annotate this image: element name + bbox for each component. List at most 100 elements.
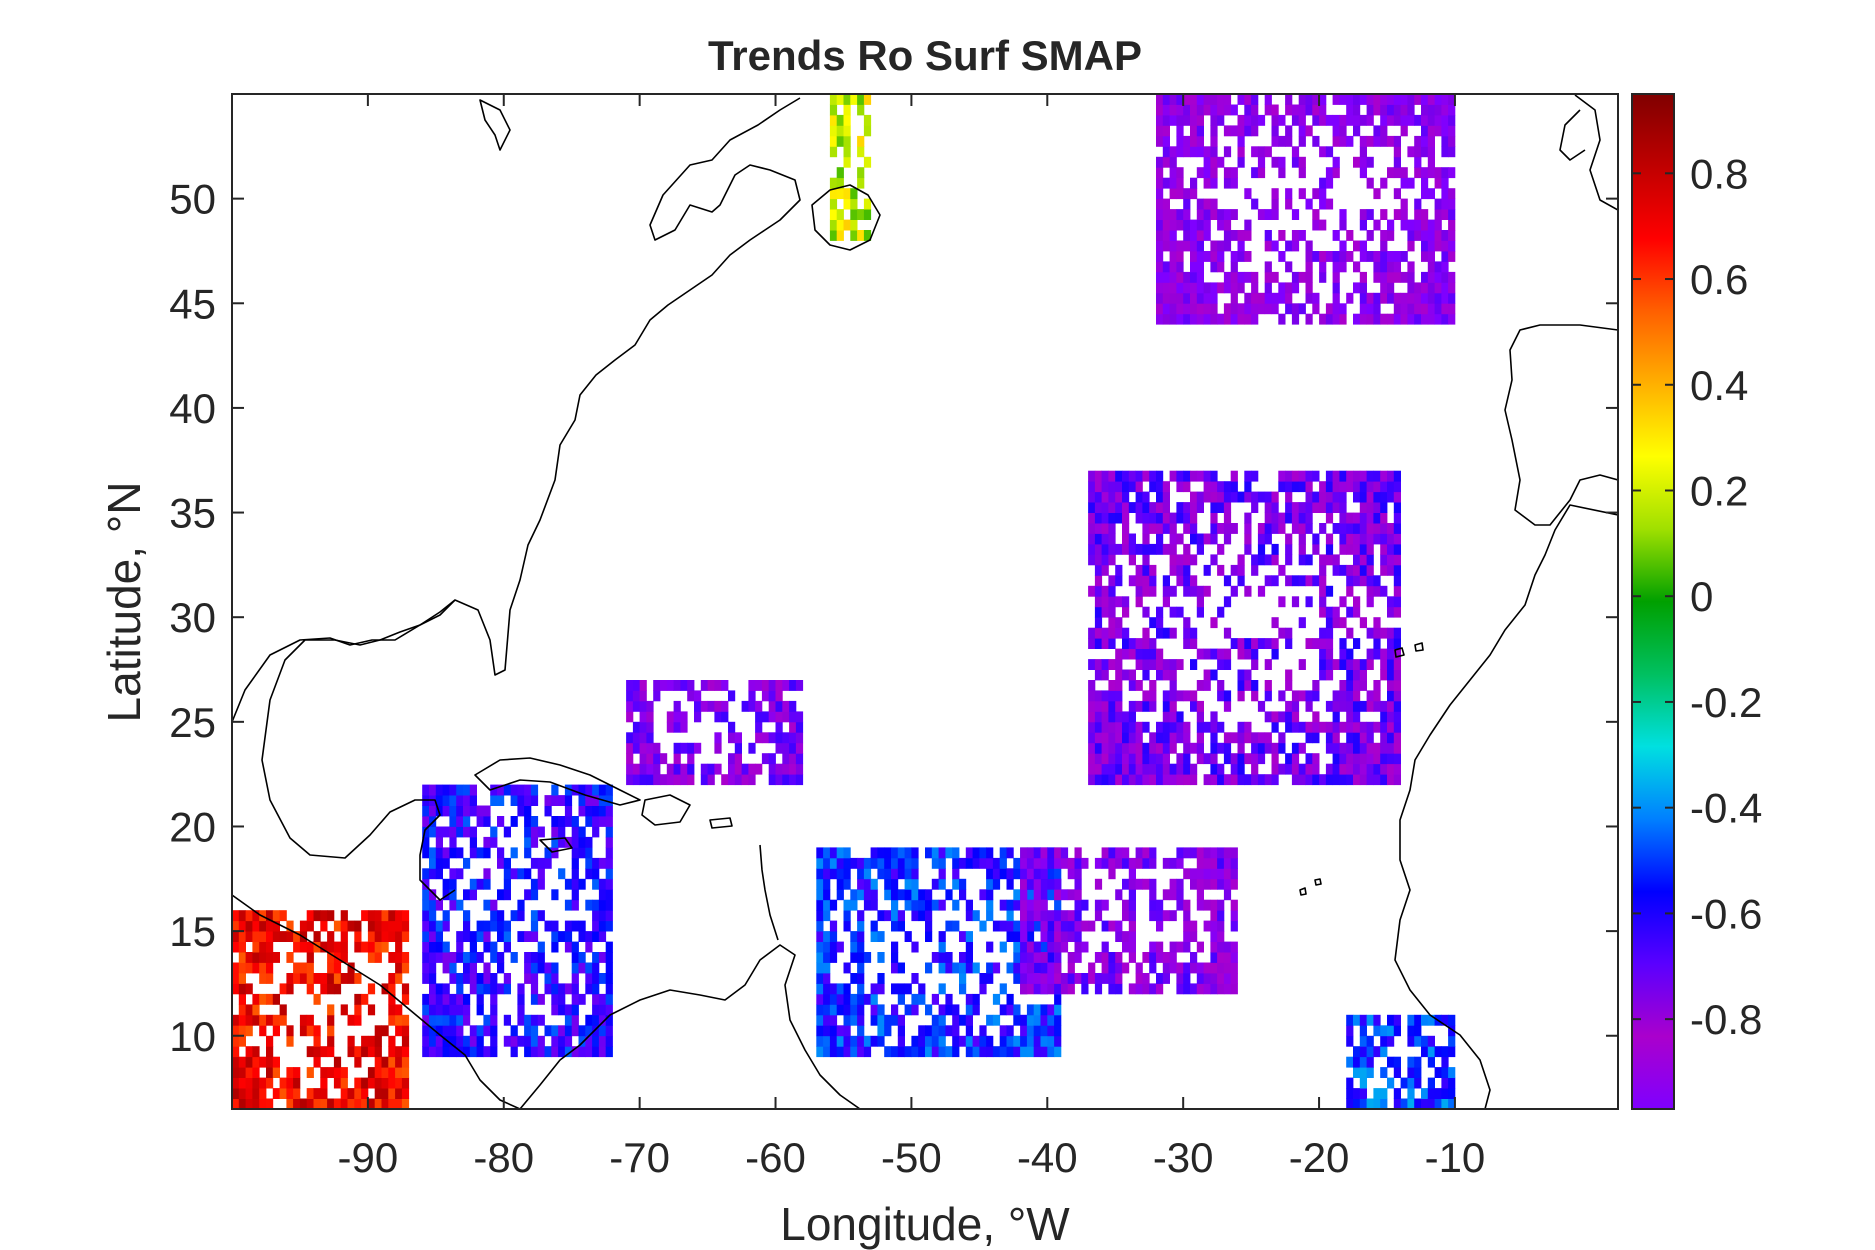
trend-cell	[585, 983, 593, 995]
trend-cell	[1169, 94, 1177, 105]
trend-cell	[843, 878, 851, 890]
trend-cell	[1285, 512, 1293, 524]
trend-cell	[1108, 554, 1116, 566]
trend-cell	[232, 920, 240, 932]
trend-cell	[1251, 680, 1259, 691]
trend-cell	[1210, 617, 1218, 629]
trend-cell	[1210, 502, 1218, 513]
trend-cell	[775, 732, 783, 744]
trend-cell	[1278, 135, 1286, 147]
trend-cell	[517, 868, 525, 880]
trend-cell	[972, 962, 980, 974]
trend-cell	[252, 941, 260, 953]
trend-cell	[490, 993, 498, 1005]
trend-cell	[1448, 251, 1456, 262]
trend-cell	[1142, 554, 1150, 566]
trend-cell	[700, 774, 708, 786]
trend-cell	[1407, 240, 1415, 252]
trend-cell	[782, 680, 790, 691]
trend-cell	[1393, 638, 1401, 649]
trend-cell	[816, 973, 824, 984]
trend-cell	[1244, 188, 1252, 200]
trend-cell	[1210, 899, 1218, 911]
trend-cell	[1380, 1035, 1388, 1047]
trend-cell	[653, 690, 661, 702]
trend-cell	[823, 878, 831, 890]
trend-cell	[1366, 135, 1374, 147]
trend-cell	[1305, 240, 1313, 252]
trend-cell	[646, 742, 654, 754]
trend-cell	[598, 889, 607, 901]
trend-cell	[694, 711, 702, 723]
trend-cell	[1128, 931, 1136, 942]
trend-cell	[1176, 763, 1184, 775]
trend-cell	[1332, 721, 1340, 733]
trend-cell	[1135, 575, 1143, 587]
trend-cell	[456, 993, 464, 1005]
trend-region	[829, 94, 872, 241]
trend-cell	[1441, 271, 1449, 283]
trend-cell	[571, 1014, 579, 1026]
trend-cell	[1183, 146, 1191, 158]
trend-cell	[1237, 135, 1245, 147]
trend-cell	[999, 983, 1007, 995]
trend-cell	[252, 1004, 260, 1016]
trend-cell	[1237, 564, 1245, 576]
trend-cell	[1380, 543, 1388, 555]
trend-cell	[1441, 261, 1449, 273]
trend-cell	[449, 847, 457, 859]
trend-cell	[1414, 114, 1422, 126]
trend-cell	[938, 1014, 946, 1026]
trend-cell	[1054, 1025, 1062, 1037]
trend-cell	[700, 763, 708, 775]
trend-cell	[1122, 931, 1130, 942]
trend-cell	[1353, 523, 1361, 534]
trend-cell	[1088, 742, 1096, 754]
trend-cell	[449, 805, 457, 817]
trend-cell	[632, 742, 641, 754]
trend-cell	[836, 94, 844, 105]
trend-cell	[1026, 983, 1035, 995]
trend-cell	[1190, 931, 1198, 942]
trend-cell	[238, 1077, 246, 1089]
trend-cell	[435, 1035, 443, 1047]
trend-cell	[1380, 742, 1388, 754]
trend-cell	[1319, 104, 1327, 116]
trend-cell	[1026, 910, 1035, 922]
trend-cell	[266, 1077, 274, 1089]
trend-cell	[1176, 177, 1184, 189]
trend-cell	[850, 198, 858, 210]
trend-cell	[1169, 219, 1177, 231]
trend-cell	[1380, 659, 1388, 670]
trend-cell	[1332, 711, 1340, 723]
trend-cell	[1203, 251, 1211, 262]
trend-cell	[959, 952, 967, 963]
trend-cell	[374, 920, 382, 932]
trend-cell	[313, 1056, 321, 1068]
trend-cell	[1196, 135, 1204, 147]
trend-cell	[564, 1035, 573, 1047]
trend-cell	[1040, 920, 1048, 932]
trend-cell	[1101, 952, 1109, 963]
trend-cell	[1054, 941, 1062, 953]
trend-cell	[1380, 585, 1388, 597]
trend-cell	[795, 753, 804, 765]
trend-cell	[1271, 209, 1279, 220]
trend-cell	[259, 993, 267, 1005]
trend-cell	[422, 836, 430, 848]
trend-cell	[1339, 512, 1347, 524]
trend-cell	[1434, 198, 1442, 210]
trend-cell	[435, 847, 443, 859]
trend-cell	[925, 1025, 933, 1037]
trend-cell	[367, 1067, 376, 1078]
trend-cell	[1183, 763, 1191, 775]
trend-cell	[1257, 523, 1266, 534]
trend-cell	[1176, 711, 1184, 723]
trend-cell	[1359, 1098, 1367, 1109]
trend-cell	[1183, 512, 1191, 524]
trend-cell	[1414, 1077, 1422, 1089]
trend-cell	[1359, 669, 1367, 681]
trend-cell	[1441, 188, 1449, 200]
trend-cell	[1291, 271, 1300, 283]
trend-cell	[469, 805, 477, 817]
